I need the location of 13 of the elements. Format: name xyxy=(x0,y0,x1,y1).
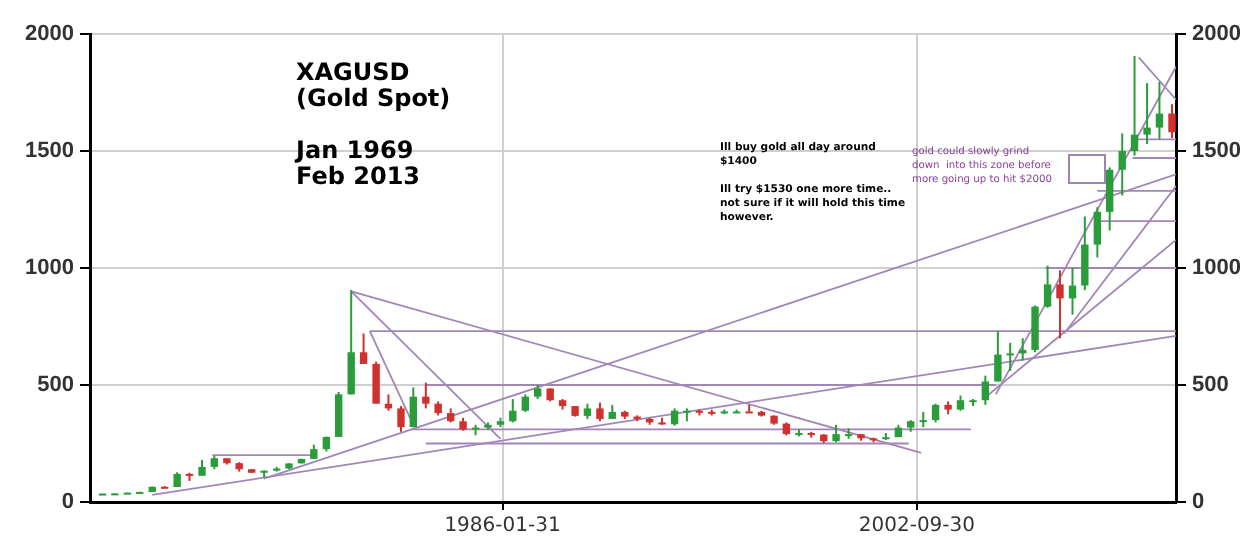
y-tick-label: 2000 xyxy=(25,22,74,47)
y2-tick-label: 0 xyxy=(1192,490,1205,515)
y-tick-label: 500 xyxy=(37,373,74,398)
y2-tick-label: 2000 xyxy=(1192,22,1241,47)
annotation: XAGUSD (Gold Spot) Jan 1969 Feb 2013 xyxy=(296,58,451,190)
y-tick-label: 1500 xyxy=(25,139,74,164)
y2-tick-label: 1000 xyxy=(1192,256,1241,281)
y2-tick-label: 1500 xyxy=(1192,139,1241,164)
y-tick-label: 0 xyxy=(61,490,74,515)
y2-tick-label: 500 xyxy=(1192,373,1229,398)
y-tick-label: 1000 xyxy=(25,256,74,281)
x-tick-label: 1986-01-31 xyxy=(444,515,561,538)
x-tick-label: 2002-09-30 xyxy=(858,515,976,538)
